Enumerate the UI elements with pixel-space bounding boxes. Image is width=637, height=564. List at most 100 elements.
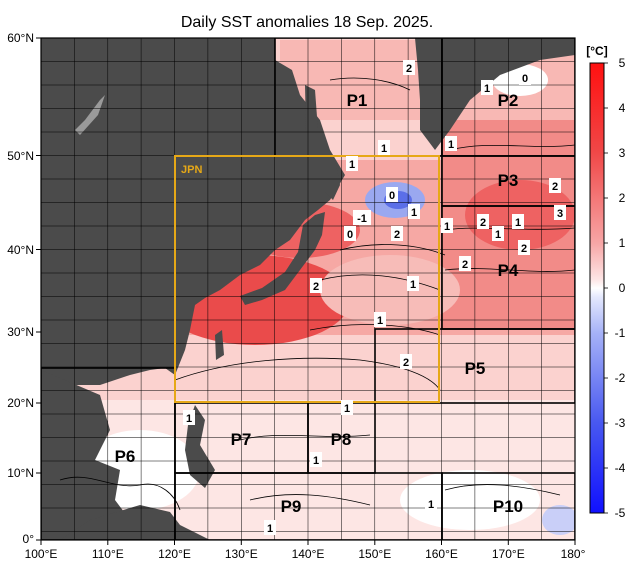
lon-label-150e: 150°E	[358, 547, 391, 561]
land-kamchatka	[415, 38, 575, 150]
svg-text:1: 1	[410, 279, 416, 291]
region-label-p9: P9	[281, 497, 302, 516]
contour-label: 1	[425, 496, 437, 511]
lon-label-140e: 140°E	[292, 547, 325, 561]
map-area	[41, 38, 575, 540]
contour-label: 0	[519, 70, 531, 85]
contour-label: 1	[408, 204, 420, 219]
mild-anomaly-kuroshio	[320, 255, 460, 325]
svg-text:2: 2	[313, 281, 319, 293]
lon-label-130e: 130°E	[225, 547, 258, 561]
svg-text:1: 1	[515, 217, 521, 229]
region-label-p8: P8	[331, 430, 352, 449]
contour-label: 2	[400, 354, 412, 369]
svg-text:2: 2	[480, 217, 486, 229]
lon-label-180: 180°	[561, 547, 586, 561]
land-philippines	[185, 405, 215, 488]
contour-label: -1	[353, 210, 371, 225]
colorbar-scale	[589, 62, 605, 514]
svg-text:2: 2	[394, 229, 400, 241]
contour-label: 1	[183, 410, 195, 425]
cool-anomaly-southeast	[542, 505, 575, 535]
colorbar-tick-0: 0	[619, 281, 626, 295]
region-label-p7: P7	[231, 430, 252, 449]
colorbar-tick-4: 4	[619, 101, 626, 115]
contour-label: 1	[341, 400, 353, 415]
contour-label: 2	[518, 240, 530, 255]
contour-label: 0	[344, 226, 356, 241]
lat-label-40n: 40°N	[7, 243, 34, 257]
colorbar-tick-minus2: -2	[615, 371, 626, 385]
contour-label: 2	[391, 226, 403, 241]
svg-text:1: 1	[381, 143, 387, 155]
lon-label-170e: 170°E	[492, 547, 525, 561]
contour-label: 1	[374, 312, 386, 327]
contour-label: 2	[403, 60, 415, 75]
region-box-p5	[374, 328, 575, 404]
land-indochina	[41, 370, 165, 540]
contour-label: 2	[310, 278, 322, 293]
contour-label: 0	[386, 187, 398, 202]
contour-label: 1	[445, 136, 457, 151]
colorbar-unit: [°C]	[586, 44, 607, 58]
colorbar-ticks	[604, 62, 608, 514]
svg-text:-1: -1	[357, 213, 367, 225]
contour-label: 2	[549, 178, 561, 193]
svg-text:1: 1	[484, 83, 490, 95]
contour-label: 1	[310, 452, 322, 467]
region-label-p3: P3	[498, 171, 519, 190]
colorbar: [°C] 5 4 3 2 1 0 -1 -2 -3 -4 -5	[586, 44, 625, 520]
svg-text:3: 3	[557, 208, 563, 220]
colorbar-tick-1: 1	[619, 236, 626, 250]
svg-text:1: 1	[448, 139, 454, 151]
svg-text:1: 1	[428, 499, 434, 511]
lat-label-30n: 30°N	[7, 325, 34, 339]
contour-label: 1	[512, 214, 524, 229]
region-label-p10: P10	[493, 497, 523, 516]
land-hokkaido	[325, 160, 340, 200]
contour-label: 3	[554, 205, 566, 220]
lon-label-160e: 160°E	[425, 547, 458, 561]
lon-label-100e: 100°E	[25, 547, 58, 561]
region-label-p5: P5	[465, 359, 486, 378]
svg-text:2: 2	[552, 181, 558, 193]
lon-label-120e: 120°E	[158, 547, 191, 561]
region-label-p1: P1	[347, 91, 368, 110]
svg-text:2: 2	[521, 243, 527, 255]
contour-label: 2	[477, 214, 489, 229]
land-asia-mainland	[41, 38, 345, 385]
land-japan	[240, 212, 325, 305]
svg-text:1: 1	[377, 315, 383, 327]
lat-label-10n: 10°N	[7, 466, 34, 480]
contour-label: 1	[481, 80, 493, 95]
latitude-axis: 60°N 50°N 40°N 30°N 20°N 10°N 0°	[7, 31, 41, 546]
region-label-p2: P2	[498, 91, 519, 110]
lat-label-50n: 50°N	[7, 149, 34, 163]
colorbar-tick-2: 2	[619, 191, 626, 205]
svg-text:0: 0	[347, 229, 353, 241]
region-box-p10	[441, 472, 575, 540]
map-title: Daily SST anomalies 18 Sep. 2025.	[181, 14, 433, 31]
lat-label-0: 0°	[23, 532, 35, 546]
colorbar-tick-minus5: -5	[615, 506, 626, 520]
svg-text:1: 1	[444, 221, 450, 233]
region-label-jpn: JPN	[181, 164, 202, 176]
contour-label: 1	[407, 276, 419, 291]
colorbar-tick-minus4: -4	[615, 461, 626, 475]
region-box-jpn	[174, 155, 440, 403]
contour-label: 1	[441, 218, 453, 233]
svg-text:1: 1	[267, 523, 273, 535]
contour-label: 1	[492, 226, 504, 241]
lat-label-60n: 60°N	[7, 31, 34, 45]
svg-text:2: 2	[403, 357, 409, 369]
svg-text:2: 2	[462, 259, 468, 271]
colorbar-tick-minus3: -3	[615, 416, 626, 430]
svg-text:1: 1	[344, 403, 350, 415]
svg-text:1: 1	[313, 455, 319, 467]
svg-text:0: 0	[522, 73, 528, 85]
lat-label-20n: 20°N	[7, 396, 34, 410]
contour-value-labels: 2 1 0 1 1 1 0 -1 0 1 2 1 1 2 1 2 2 3 2 2…	[183, 60, 566, 535]
land-taiwan	[215, 330, 224, 360]
svg-text:1: 1	[349, 159, 355, 171]
